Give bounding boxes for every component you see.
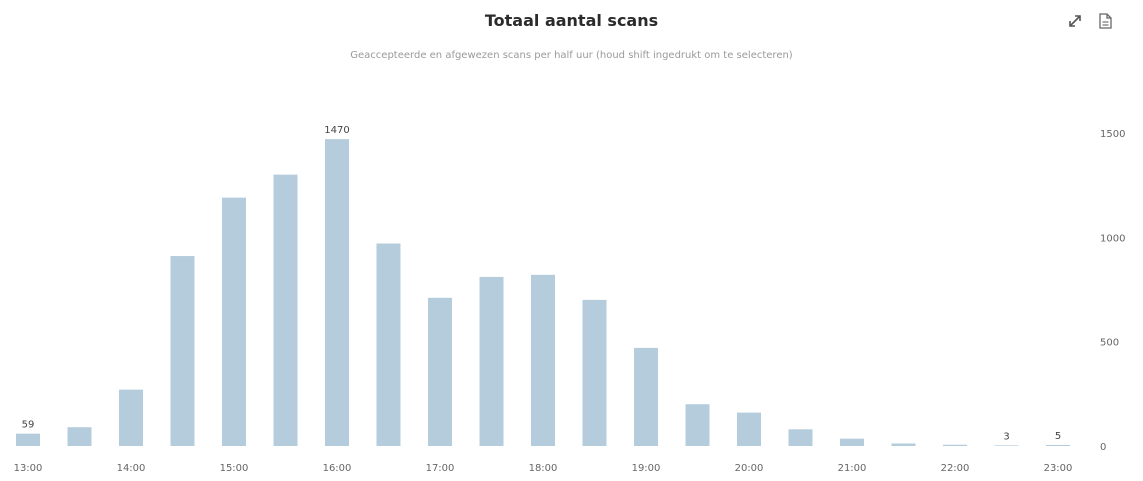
x-tick-label: 16:00: [323, 463, 352, 474]
bar-2200: [943, 444, 967, 446]
x-tick-label: 17:00: [426, 463, 455, 474]
y-tick-label: 1500: [1100, 129, 1125, 140]
bar-2230: [994, 445, 1019, 446]
bar-1430: [170, 256, 195, 446]
x-tick-label: 20:00: [735, 463, 764, 474]
x-tick-label: 18:00: [529, 463, 558, 474]
x-tick-label: 19:00: [632, 463, 661, 474]
bar-2130: [891, 443, 916, 446]
x-tick-label: 21:00: [838, 463, 867, 474]
data-label: 59: [22, 420, 35, 431]
y-tick-label: 0: [1100, 442, 1106, 453]
bar-1400: [119, 389, 143, 446]
bar-1600: [325, 139, 349, 446]
document-export-icon[interactable]: [1094, 10, 1116, 32]
bar-1300: [16, 433, 40, 446]
bar-1730: [479, 276, 504, 446]
bar-1930: [685, 404, 710, 446]
chart-subtitle: Geaccepteerde en afgewezen scans per hal…: [350, 50, 793, 61]
data-label: 1470: [324, 125, 349, 136]
bar-1900: [634, 347, 658, 446]
bar-1800: [531, 274, 555, 446]
x-tick-label: 13:00: [14, 463, 43, 474]
x-tick-label: 23:00: [1044, 463, 1073, 474]
y-tick-label: 1000: [1100, 233, 1125, 244]
x-tick-label: 15:00: [220, 463, 249, 474]
bar-1700: [428, 297, 452, 446]
bar-1530: [273, 174, 298, 446]
bar-2000: [737, 412, 761, 446]
data-label: 5: [1055, 431, 1061, 442]
bar-1830: [582, 299, 607, 446]
bar-2030: [788, 429, 813, 446]
chart-title: Totaal aantal scans: [484, 11, 659, 30]
x-tick-label: 22:00: [941, 463, 970, 474]
y-tick-label: 500: [1100, 338, 1119, 349]
bar-1330: [67, 427, 92, 446]
bar-2300: [1046, 444, 1070, 446]
expand-icon[interactable]: [1064, 10, 1086, 32]
x-tick-label: 14:00: [117, 463, 146, 474]
bar-1630: [376, 243, 401, 446]
bar-2100: [840, 438, 864, 446]
data-label: 3: [1003, 431, 1009, 442]
bar-1500: [222, 197, 246, 446]
